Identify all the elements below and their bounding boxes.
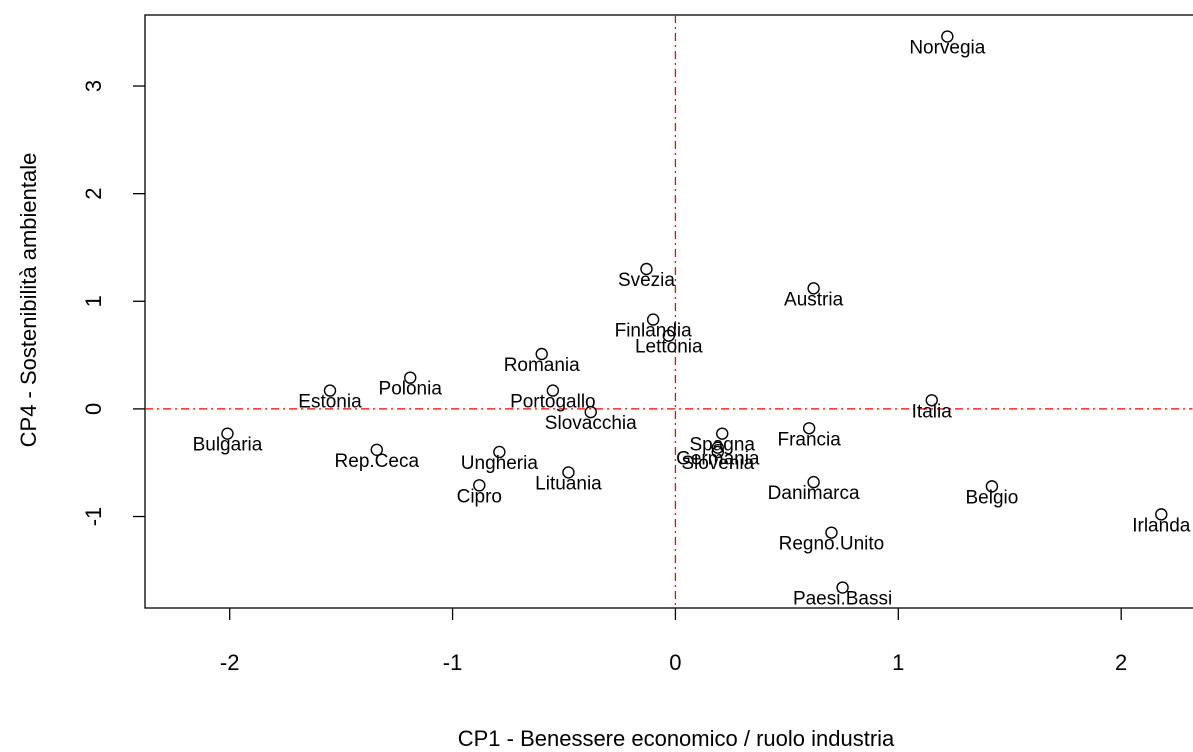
point-label: Ungheria	[461, 453, 539, 474]
point-label: Polonia	[379, 379, 443, 400]
point-label: Germania	[676, 449, 760, 470]
point-label: Estonia	[298, 392, 362, 413]
y-axis-label: CP4 - Sostenibilità ambientale	[16, 153, 41, 448]
point-label: Bulgaria	[193, 435, 263, 456]
point	[825, 526, 838, 539]
point-label: Francia	[777, 429, 841, 450]
point	[716, 427, 729, 440]
point	[1155, 508, 1168, 521]
x-tick-label: 0	[669, 650, 681, 675]
point-label: Slovenia	[681, 453, 754, 474]
point	[640, 262, 653, 276]
point	[370, 443, 383, 456]
point	[646, 313, 660, 326]
x-axis-label: CP1 - Benessere economico / ruolo indust…	[458, 726, 895, 751]
point-label: Rep.Ceca	[335, 451, 420, 472]
point-label: Irlanda	[1132, 515, 1191, 536]
y-tick-label: 3	[81, 80, 106, 92]
point-label: Romania	[504, 355, 580, 376]
point	[562, 466, 575, 479]
point	[985, 480, 999, 493]
point	[584, 405, 597, 419]
y-tick-label: 2	[81, 188, 106, 200]
point	[941, 30, 954, 43]
x-tick-label: -2	[220, 650, 240, 675]
x-tick-label: 2	[1115, 650, 1127, 675]
point-label: Cipro	[457, 486, 502, 507]
point-label: Norvegia	[909, 38, 985, 59]
point	[535, 347, 548, 361]
point	[807, 282, 820, 295]
point	[546, 384, 560, 397]
point-label: Lettonia	[635, 337, 703, 358]
point	[836, 581, 849, 594]
point	[493, 445, 506, 459]
point	[662, 329, 675, 342]
y-tick-label: 1	[81, 295, 106, 307]
point	[404, 371, 417, 384]
plot-frame	[144, 14, 1193, 609]
point-label: Lituania	[535, 473, 602, 494]
point-label: Austria	[784, 289, 844, 310]
point	[802, 422, 816, 435]
point-label: Svezia	[618, 270, 675, 291]
y-tick-label: -1	[81, 507, 106, 527]
point-label: Danimarca	[768, 483, 860, 504]
x-tick-label: -1	[443, 650, 463, 675]
y-tick-label: 0	[81, 403, 106, 415]
point-label: Italia	[912, 401, 953, 422]
point-label: Paesi.Bassi	[793, 589, 892, 610]
point-label: Slovacchia	[545, 413, 637, 434]
point	[711, 441, 724, 454]
point	[473, 479, 486, 492]
x-tick-label: 1	[892, 650, 904, 675]
point	[221, 427, 234, 440]
point	[925, 394, 938, 407]
point-label: Regno.Unito	[779, 534, 885, 555]
point-label: Finlandia	[615, 321, 693, 342]
point	[323, 384, 337, 397]
point-label: Belgio	[966, 487, 1019, 508]
point	[711, 445, 724, 459]
point	[807, 475, 820, 489]
point-label: Portogallo	[510, 392, 596, 413]
